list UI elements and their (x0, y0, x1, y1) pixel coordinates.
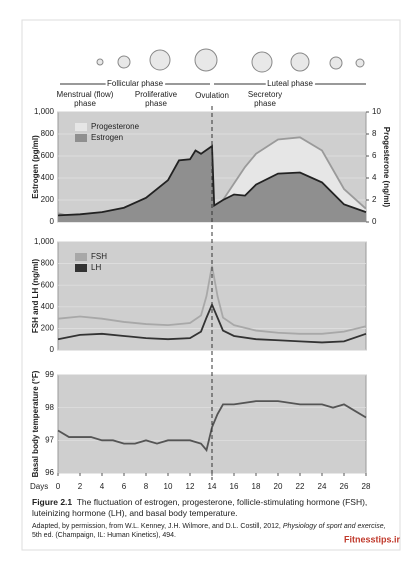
y-tick-label: 97 (45, 435, 54, 444)
y-tick-label: 98 (45, 403, 54, 412)
y-tick-label: 800 (41, 259, 55, 268)
x-tick-label: 4 (100, 482, 105, 491)
x-tick-label: 16 (230, 482, 239, 491)
x-tick-label: 10 (164, 482, 173, 491)
y-tick-label: 600 (41, 151, 55, 160)
caption: Figure 2.1 The fluctuation of estrogen, … (32, 497, 392, 519)
subphase-label: phase (254, 99, 276, 108)
legend-label: LH (91, 263, 101, 272)
y-tick-label: 96 (45, 468, 54, 477)
y-tick-label: 0 (50, 345, 55, 354)
follicle-icons (96, 48, 365, 73)
line (57, 400, 367, 453)
legend-swatch (75, 134, 87, 142)
phase-label: Luteal phase (267, 79, 313, 88)
legend-label: Progesterone (91, 122, 140, 131)
subphase-label: Ovulation (195, 91, 229, 100)
caption-text: The fluctuation of estrogen, progesteron… (32, 497, 368, 518)
legend-swatch (75, 264, 87, 272)
credit-text: Adapted, by permission, from W.L. Kenney… (32, 523, 283, 530)
subphase-label: phase (145, 99, 167, 108)
y2-tick-label: 8 (372, 129, 377, 138)
x-tick-label: 0 (56, 482, 61, 491)
y-tick-label: 600 (41, 280, 55, 289)
subphase-label: Secretory (248, 90, 282, 99)
subphase-label: Proliferative (135, 90, 178, 99)
x-tick-label: 22 (296, 482, 305, 491)
credit-title: Physiology of sport and exercise, (282, 523, 386, 530)
x-tick-label: 26 (340, 482, 349, 491)
x-tick-label: 6 (122, 482, 127, 491)
subphase-label: phase (74, 99, 96, 108)
y-tick-label: 0 (50, 217, 55, 226)
y-axis-label: Estrogen (pg/ml) (31, 135, 40, 199)
x-tick-label: 8 (144, 482, 149, 491)
x-axis-label: Days (30, 482, 48, 491)
y2-tick-label: 6 (372, 151, 377, 160)
y-tick-label: 400 (41, 302, 55, 311)
x-tick-label: 18 (252, 482, 261, 491)
line (57, 144, 367, 217)
y2-tick-label: 2 (372, 195, 377, 204)
y-tick-label: 99 (45, 370, 54, 379)
subphase-label: Menstrual (flow) (57, 90, 114, 99)
x-tick-label: 14 (208, 482, 217, 491)
y-tick-label: 200 (41, 324, 55, 333)
y-axis-label: FSH and LH (ng/ml) (31, 259, 40, 334)
y-tick-label: 800 (41, 129, 55, 138)
caption-label: Figure 2.1 (32, 497, 73, 507)
y-tick-label: 1,000 (34, 107, 55, 116)
y-axis-label: Basal body temperature (°F) (31, 370, 40, 477)
credit-text: 5th ed. (Champaign, IL: Human Kinetics),… (32, 532, 176, 539)
line (57, 265, 367, 335)
y-tick-label: 400 (41, 173, 55, 182)
x-tick-label: 20 (274, 482, 283, 491)
x-tick-label: 12 (186, 482, 195, 491)
credit: Adapted, by permission, from W.L. Kenney… (32, 522, 392, 540)
y-tick-label: 200 (41, 195, 55, 204)
legend-label: FSH (91, 252, 107, 261)
legend-label: Estrogen (91, 133, 123, 142)
watermark: Fitnesstips.ir (344, 534, 401, 544)
x-tick-label: 28 (362, 482, 371, 491)
y-tick-label: 1,000 (34, 237, 55, 246)
y2-tick-label: 4 (372, 173, 377, 182)
phase-label: Follicular phase (107, 79, 164, 88)
y2-axis-label: Progesterone (ng/ml) (382, 127, 391, 208)
legend-swatch (75, 253, 87, 261)
legend-swatch (75, 123, 87, 131)
y2-tick-label: 10 (372, 107, 381, 116)
x-tick-label: 24 (318, 482, 327, 491)
y2-tick-label: 0 (372, 217, 377, 226)
x-tick-label: 2 (78, 482, 83, 491)
